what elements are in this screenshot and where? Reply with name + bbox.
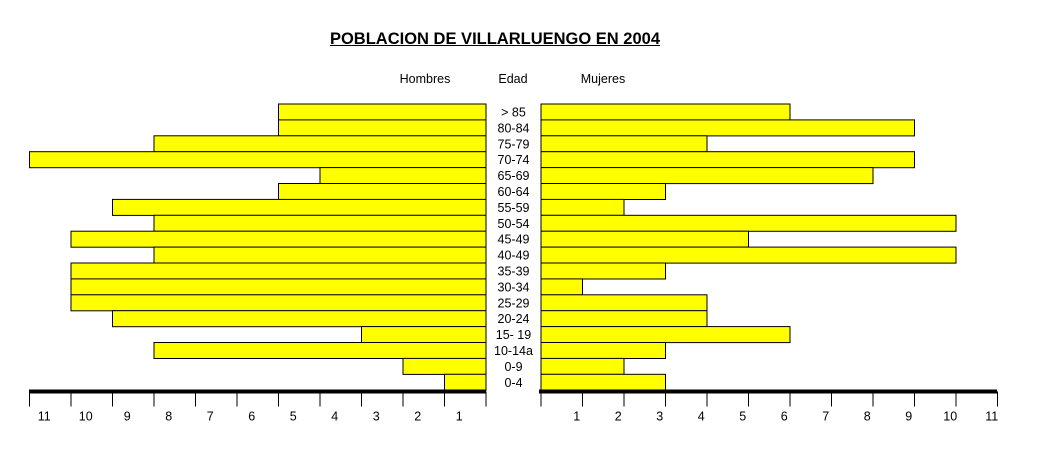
women-bar	[540, 246, 957, 264]
men-bar	[112, 310, 487, 328]
men-tick-label: 7	[207, 410, 214, 424]
women-tick-label: 11	[985, 410, 998, 424]
women-bar	[540, 103, 791, 121]
women-bar	[540, 342, 666, 359]
women-tick-label: 7	[822, 410, 829, 424]
men-bar	[361, 326, 487, 344]
age-header: Edad	[498, 72, 528, 86]
men-bar	[278, 183, 487, 200]
men-tick-label: 6	[248, 410, 255, 424]
women-tick-label: 9	[905, 410, 912, 424]
men-bar	[70, 262, 487, 280]
men-tick-label: 8	[165, 410, 172, 424]
men-bar	[319, 167, 487, 185]
women-tick-label: 5	[739, 410, 746, 424]
women-tick-label: 8	[864, 410, 871, 424]
men-tick-label: 2	[414, 410, 421, 424]
age-label: 65-69	[498, 169, 530, 183]
men-tick-label: 4	[331, 410, 338, 424]
age-label: 0-4	[504, 376, 522, 390]
women-tick-label: 6	[781, 410, 788, 424]
women-bar	[540, 262, 666, 280]
men-tick-label: 3	[373, 410, 380, 424]
women-tick-label: 10	[943, 410, 957, 424]
age-label: 45-49	[498, 233, 530, 247]
men-tick-label: 11	[38, 410, 51, 424]
age-label: 25-29	[498, 296, 530, 310]
men-bar	[153, 246, 487, 264]
men-bar	[70, 230, 487, 248]
age-label: 20-24	[498, 312, 530, 326]
age-label: 80-84	[498, 121, 530, 135]
women-bar	[540, 326, 791, 344]
women-bar	[540, 294, 708, 312]
women-bar	[540, 214, 957, 232]
women-bar	[540, 373, 666, 391]
chart-title: POBLACION DE VILLARLUENGO EN 2004	[329, 30, 661, 48]
women-bar	[540, 357, 625, 375]
men-bar	[29, 151, 487, 169]
women-bar	[540, 198, 625, 216]
women-bar	[540, 151, 915, 169]
men-header: Hombres	[399, 72, 451, 86]
men-bar	[153, 135, 487, 153]
men-bar	[444, 373, 487, 391]
age-label: 35-39	[498, 265, 530, 279]
men-bar	[153, 214, 487, 232]
women-bar	[540, 135, 708, 153]
men-tick-label: 1	[456, 410, 463, 424]
men-tick-label: 5	[290, 410, 297, 424]
women-bar	[540, 183, 666, 200]
women-bar	[540, 167, 874, 185]
men-bar	[70, 278, 487, 296]
men-bar	[70, 294, 487, 312]
age-label: 30-34	[498, 280, 530, 294]
men-bar	[278, 119, 487, 137]
age-label: 15- 19	[496, 328, 531, 342]
women-bar	[540, 278, 583, 296]
age-label: > 85	[501, 106, 526, 120]
age-label: 75-79	[498, 137, 530, 151]
men-bar	[278, 103, 487, 121]
men-bar	[112, 198, 487, 216]
age-label: 50-54	[498, 217, 530, 231]
age-label: 0-9	[504, 360, 522, 374]
age-label: 60-64	[498, 185, 530, 199]
women-header: Mujeres	[580, 72, 626, 86]
women-tick-label: 3	[656, 410, 663, 424]
age-label: 70-74	[498, 153, 530, 167]
women-tick-label: 2	[615, 410, 622, 424]
women-bar	[540, 310, 708, 328]
age-label: 40-49	[498, 249, 530, 263]
men-bar	[402, 357, 487, 375]
men-tick-label: 9	[124, 410, 131, 424]
women-bar	[540, 230, 749, 248]
age-label: 10-14a	[494, 344, 533, 358]
age-label: 55-59	[498, 201, 530, 215]
women-tick-label: 4	[698, 410, 705, 424]
women-bar	[540, 119, 915, 137]
men-tick-label: 10	[79, 410, 93, 424]
women-tick-label: 1	[573, 410, 580, 424]
men-bar	[153, 342, 487, 359]
